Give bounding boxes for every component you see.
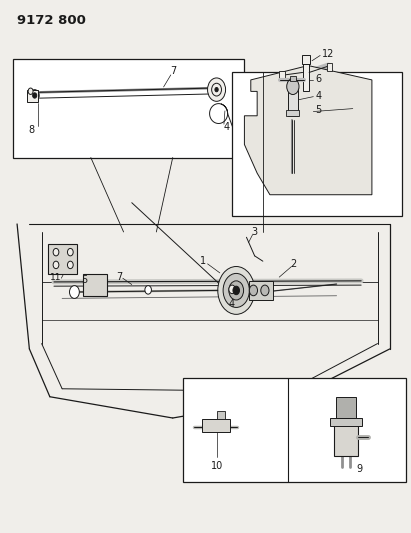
Bar: [183, 378, 406, 482]
Text: 8: 8: [28, 125, 35, 135]
Bar: [290, 76, 296, 81]
Text: 11: 11: [50, 273, 62, 281]
Bar: [336, 397, 356, 418]
Circle shape: [229, 281, 244, 300]
Bar: [203, 419, 230, 432]
Bar: [27, 90, 37, 102]
Bar: [286, 110, 300, 116]
Circle shape: [208, 78, 226, 101]
Circle shape: [287, 78, 299, 94]
Text: 7: 7: [170, 66, 176, 76]
Bar: [334, 424, 358, 456]
Circle shape: [229, 285, 236, 294]
Bar: [327, 63, 332, 71]
Bar: [13, 59, 245, 158]
Polygon shape: [245, 66, 372, 195]
Circle shape: [261, 285, 269, 296]
Text: 12: 12: [322, 49, 335, 59]
Circle shape: [69, 286, 79, 298]
Text: 4: 4: [315, 91, 321, 101]
Text: 5: 5: [81, 275, 88, 285]
Bar: [302, 62, 309, 91]
Circle shape: [215, 87, 218, 92]
Bar: [232, 72, 402, 216]
Text: 4: 4: [224, 122, 230, 132]
Bar: [279, 71, 285, 79]
Bar: [48, 244, 77, 274]
Circle shape: [249, 285, 258, 296]
Circle shape: [67, 248, 73, 256]
Text: 1: 1: [201, 256, 206, 266]
Circle shape: [28, 88, 33, 94]
Bar: [83, 274, 107, 296]
Bar: [330, 418, 362, 426]
Circle shape: [67, 261, 73, 269]
Bar: [249, 281, 273, 300]
Text: 7: 7: [116, 272, 122, 282]
Circle shape: [218, 266, 255, 314]
Text: 4: 4: [229, 298, 235, 309]
Text: 5: 5: [315, 106, 322, 116]
Text: 9: 9: [356, 464, 363, 474]
Text: 10: 10: [211, 461, 223, 471]
Circle shape: [212, 83, 222, 96]
Bar: [288, 86, 298, 116]
Text: 2: 2: [291, 259, 297, 269]
Circle shape: [53, 261, 59, 269]
Circle shape: [32, 93, 37, 98]
Text: 9172 800: 9172 800: [17, 14, 86, 27]
Circle shape: [223, 273, 249, 308]
Text: 3: 3: [252, 227, 258, 237]
Text: 6: 6: [315, 74, 321, 84]
Circle shape: [233, 286, 240, 295]
Bar: [217, 411, 225, 419]
Circle shape: [30, 90, 39, 101]
Circle shape: [53, 248, 59, 256]
Bar: [302, 55, 310, 64]
Circle shape: [145, 286, 151, 294]
